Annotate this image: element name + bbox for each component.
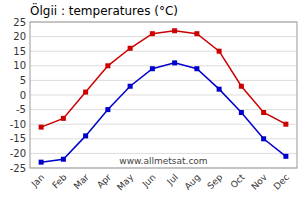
series-marker xyxy=(150,31,155,36)
series-marker xyxy=(261,136,266,141)
series-marker xyxy=(61,116,66,121)
plot-area xyxy=(30,22,297,168)
series-marker xyxy=(61,157,66,162)
x-tick-label: Apr xyxy=(95,172,113,190)
y-tick-label: 20 xyxy=(13,31,26,42)
series-marker xyxy=(261,110,266,115)
watermark: www.allmetsat.com xyxy=(119,156,207,166)
grid-line xyxy=(30,138,297,139)
y-tick-label: 10 xyxy=(13,60,26,71)
series-group xyxy=(39,28,289,164)
series-line xyxy=(41,31,286,127)
x-tick-label: Jul xyxy=(164,172,179,187)
series-marker xyxy=(83,90,88,95)
series-marker xyxy=(239,110,244,115)
series-marker xyxy=(128,84,133,89)
grid-line xyxy=(30,80,297,81)
x-tick-label: Nov xyxy=(249,172,269,192)
series-marker xyxy=(217,49,222,54)
y-tick-label: -20 xyxy=(10,148,26,159)
x-tick-label: Mar xyxy=(72,172,91,191)
x-tick-label: Jan xyxy=(29,172,47,190)
grid-line xyxy=(30,124,297,125)
title: Ölgii : temperatures (°C) xyxy=(30,2,178,18)
y-tick-label: -5 xyxy=(16,104,26,115)
x-tick-label: Dec xyxy=(272,172,291,191)
series-marker xyxy=(105,107,110,112)
series-marker xyxy=(128,46,133,51)
series-marker xyxy=(283,122,288,127)
x-tick-label: Feb xyxy=(50,172,69,191)
x-tick-label: Aug xyxy=(183,172,203,192)
series-marker xyxy=(150,66,155,71)
grid-line xyxy=(30,36,297,37)
series-marker xyxy=(39,160,44,165)
series-marker xyxy=(83,133,88,138)
series-marker xyxy=(194,31,199,36)
series-marker xyxy=(239,84,244,89)
series-marker xyxy=(172,60,177,65)
x-tick-label: Oct xyxy=(229,172,247,190)
y-tick-label: 15 xyxy=(13,46,26,57)
y-tick-label: 25 xyxy=(13,17,26,28)
y-tick-label: 5 xyxy=(20,75,26,86)
series-marker xyxy=(172,28,177,33)
plot-frame xyxy=(30,22,297,168)
series-marker xyxy=(39,125,44,130)
y-tick-label: -15 xyxy=(10,133,26,144)
series-marker xyxy=(105,63,110,68)
x-tick-label: Jun xyxy=(140,172,158,190)
y-tick-label: -10 xyxy=(10,119,26,130)
y-tick-label: 0 xyxy=(20,90,26,101)
grid-line xyxy=(30,95,297,96)
y-tick-label: -25 xyxy=(10,163,26,174)
series-marker xyxy=(217,87,222,92)
series-line xyxy=(41,63,286,162)
x-tick-label: Sep xyxy=(205,172,224,191)
series-marker xyxy=(194,66,199,71)
x-tick-label: May xyxy=(115,172,136,193)
grid-line xyxy=(30,51,297,52)
series-marker xyxy=(283,154,288,159)
chart: -25-20-15-10-50510152025JanFebMarAprMayJ… xyxy=(0,0,305,200)
